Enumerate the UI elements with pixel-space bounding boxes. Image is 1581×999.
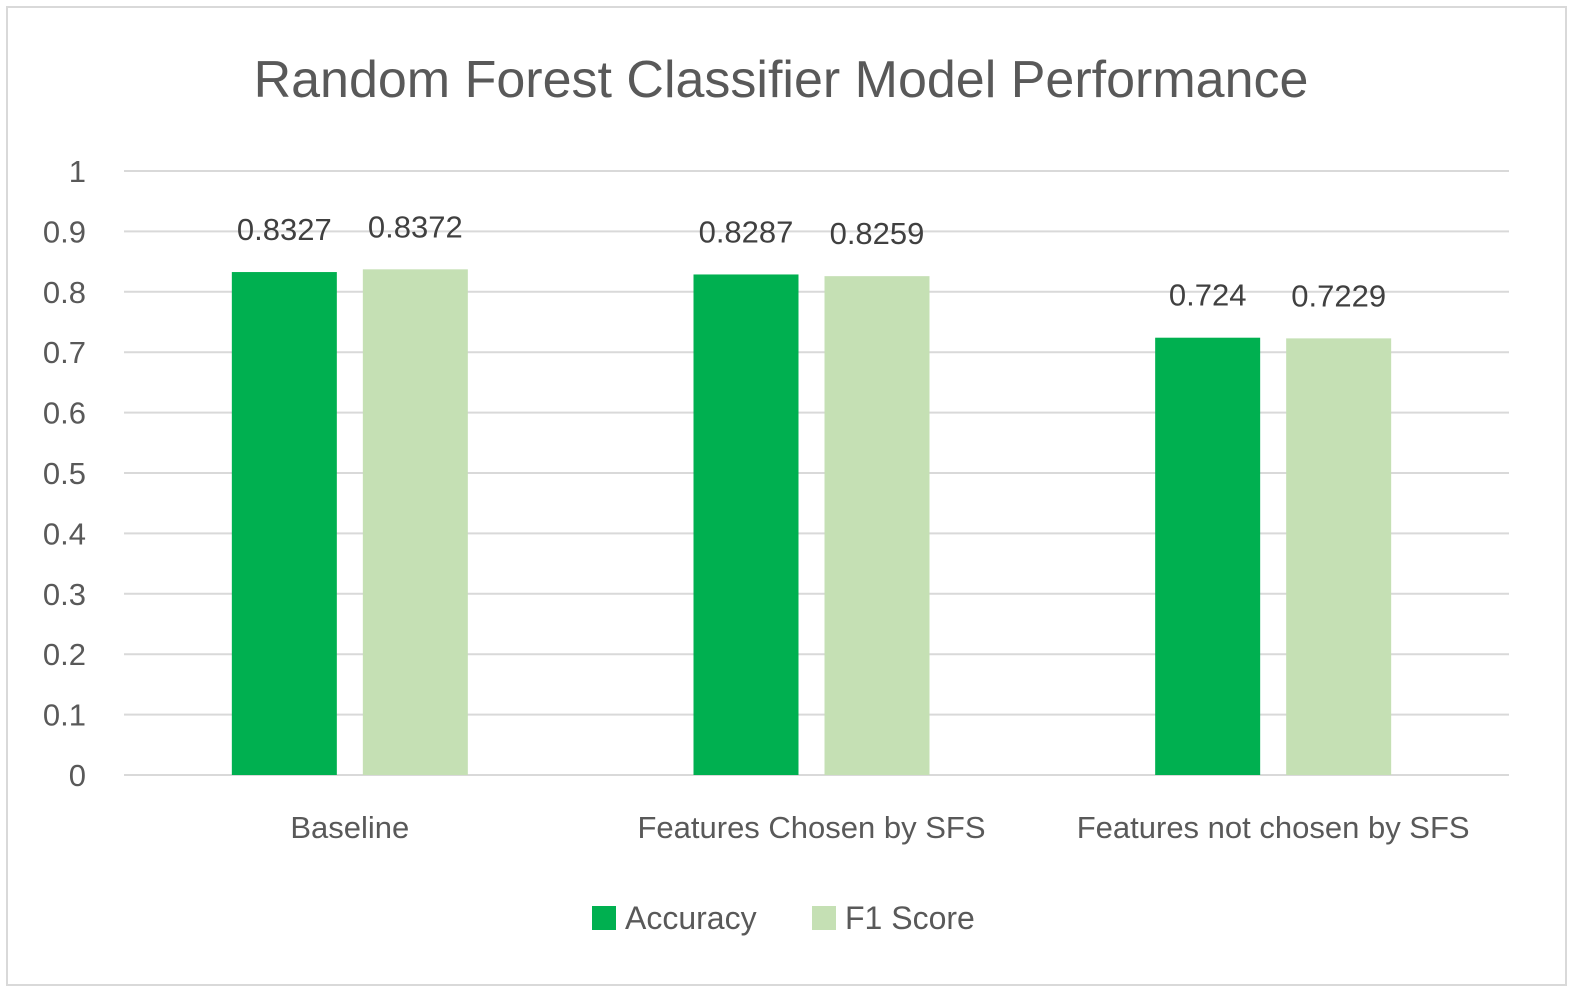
legend: Accuracy F1 Score	[592, 900, 975, 936]
y-axis-ticks: 0 0.1 0.2 0.3 0.4 0.5 0.6 0.7 0.8 0.9 1	[43, 154, 86, 793]
y-tick-label: 0.4	[43, 516, 86, 551]
gridlines	[124, 170, 1509, 776]
bar-accuracy	[231, 272, 337, 775]
legend-swatch-accuracy	[592, 906, 616, 930]
y-tick-label: 1	[69, 154, 86, 189]
bars	[231, 269, 1392, 775]
data-label: 0.8259	[830, 216, 925, 251]
bar-f1-score	[1286, 338, 1392, 775]
data-label: 0.8327	[237, 212, 332, 247]
y-tick-label: 0.8	[43, 275, 86, 310]
bar-accuracy	[1155, 337, 1261, 775]
data-labels: 0.8327 0.8372 0.8287 0.8259 0.724 0.7229	[237, 209, 1386, 313]
bar-f1-score	[362, 269, 468, 775]
data-label: 0.8287	[699, 214, 794, 249]
data-label: 0.8372	[368, 209, 463, 244]
x-tick-label: Features Chosen by SFS	[637, 810, 985, 845]
x-axis-ticks: Baseline Features Chosen by SFS Features n…	[290, 810, 1469, 845]
x-tick-label: Features not chosen by SFS	[1077, 810, 1470, 845]
bar-f1-score	[824, 276, 930, 775]
legend-label: F1 Score	[845, 900, 975, 936]
y-tick-label: 0	[69, 758, 86, 793]
legend-swatch-f1-score	[812, 906, 836, 930]
y-tick-label: 0.1	[43, 698, 86, 733]
y-tick-label: 0.3	[43, 577, 86, 612]
bar-accuracy	[693, 274, 799, 775]
data-label: 0.7229	[1291, 278, 1386, 313]
y-tick-label: 0.5	[43, 456, 86, 491]
y-tick-label: 0.6	[43, 396, 86, 431]
x-tick-label: Baseline	[290, 810, 409, 845]
legend-label: Accuracy	[625, 900, 757, 936]
y-tick-label: 0.9	[43, 214, 86, 249]
data-label: 0.724	[1169, 278, 1247, 313]
chart-title: Random Forest Classifier Model Performan…	[254, 51, 1309, 109]
y-tick-label: 0.2	[43, 637, 86, 672]
y-tick-label: 0.7	[43, 335, 86, 370]
